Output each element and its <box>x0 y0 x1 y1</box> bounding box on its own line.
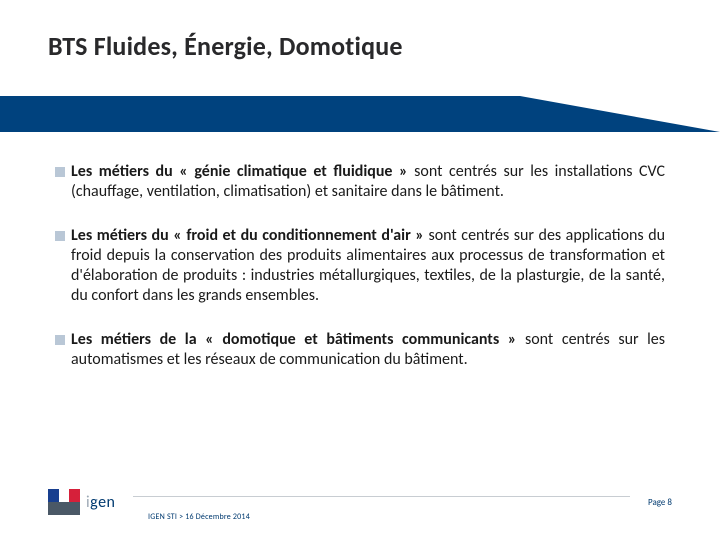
flag-stripe <box>69 489 80 502</box>
footer-logo: igen <box>48 489 115 515</box>
bullet-text: Les métiers de la « domotique et bâtimen… <box>71 330 665 370</box>
body-bullet: Les métiers de la « domotique et bâtimen… <box>55 330 665 370</box>
body-bullet: Les métiers du « froid et du conditionne… <box>55 226 665 306</box>
body-content: Les métiers du « génie climatique et flu… <box>0 112 720 370</box>
body-bullet: Les métiers du « génie climatique et flu… <box>55 162 665 202</box>
bullet-text: Les métiers du « froid et du conditionne… <box>71 226 665 306</box>
slide-title: BTS Fluides, Énergie, Domotique <box>48 30 720 62</box>
footer-meta: IGEN STI > 16 Décembre 2014 <box>148 512 250 522</box>
flag-stripe <box>69 502 80 515</box>
footer-divider <box>133 496 630 497</box>
flag-stripe <box>59 502 70 515</box>
slide-footer: igen IGEN STI > 16 Décembre 2014 Page 8 <box>0 480 720 524</box>
square-bullet-icon <box>55 335 65 345</box>
square-bullet-icon <box>55 167 65 177</box>
square-bullet-icon <box>55 231 65 241</box>
bullet-lead: Les métiers du « froid et du conditionne… <box>71 226 424 245</box>
page-number: Page 8 <box>648 497 672 508</box>
bullet-lead: Les métiers de la « domotique et bâtimen… <box>71 330 516 349</box>
flag-stripe <box>48 489 59 502</box>
brand-mark: igen <box>86 493 115 512</box>
bullet-lead: Les métiers du « génie climatique et flu… <box>71 162 408 181</box>
brand-main: gen <box>90 493 115 512</box>
bullet-text: Les métiers du « génie climatique et flu… <box>71 162 665 202</box>
french-flag-icon <box>48 489 80 515</box>
flag-stripe <box>48 502 59 515</box>
flag-stripe <box>59 489 70 502</box>
